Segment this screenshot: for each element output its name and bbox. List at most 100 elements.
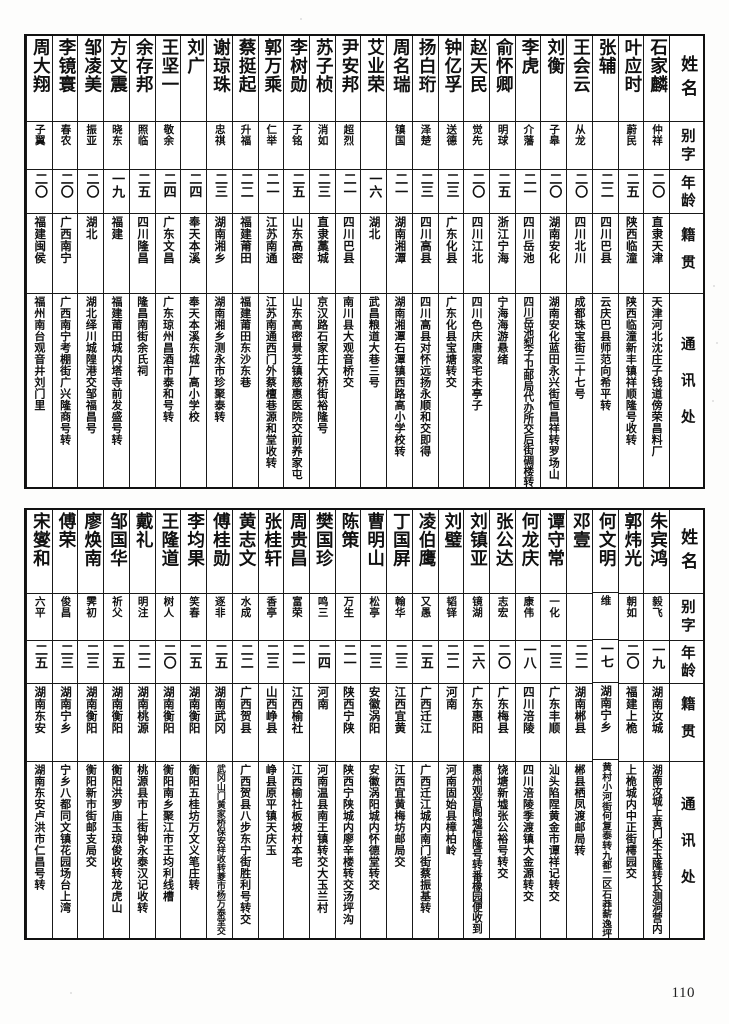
cell-text-age: 二〇 <box>572 172 588 198</box>
cell-name: 邹国华 <box>104 510 129 594</box>
cell-text-alias: 俊昌 <box>59 596 72 618</box>
row-label-text-age: 年龄 <box>678 645 695 680</box>
cell-address: 衡阳洪罗庙玉琼俊收转龙虎山 <box>104 762 129 938</box>
cell-address: 郴县栖凤渡邮局转 <box>567 762 592 938</box>
cell-name: 周贵昌 <box>284 510 309 594</box>
cell-text-origin: 山东高密 <box>290 216 305 264</box>
cell-text-address: 湖南东安卢洪市仁昌号转 <box>32 764 46 891</box>
scan-speckle <box>712 400 714 402</box>
cell-address: 宁海海游悬绪 <box>490 294 515 487</box>
row-label-text-alias: 别字 <box>678 599 695 636</box>
cell-address: 陕西临潼新丰镇祥顺隆号收转 <box>619 294 644 487</box>
cell-name: 扬白珩 <box>412 36 438 122</box>
cell-age: 二一 <box>387 170 412 214</box>
roster-entry-column: 李虎 介藩 二一 四川岳池 四川岳池梨子卫邮局代办所交后街碉楼转 <box>514 36 541 487</box>
cell-address: 京汉路石家庄大桥街裕隆号 <box>310 294 335 487</box>
cell-age: 二三 <box>309 170 335 214</box>
cell-text-age: 二一 <box>263 172 279 198</box>
cell-alias: 维 <box>592 593 618 640</box>
roster-entry-column: 凌伯鹰 又愚 二五 广西迁江 广西迁江城内南门街蔡振基转 <box>411 510 438 938</box>
cell-name: 邹凌美 <box>78 36 104 122</box>
cell-origin: 湖南宁乡 <box>592 683 618 761</box>
cell-alias: 春农 <box>52 122 78 170</box>
cell-age: 二〇 <box>78 170 104 214</box>
cell-text-address: 四川涪陵季渡镇大金源转交 <box>521 764 535 902</box>
cell-alias: 镇国 <box>387 122 412 170</box>
cell-text-name: 朱宾鸿 <box>647 512 668 568</box>
cell-text-alias: 子铭 <box>290 124 303 146</box>
roster-entry-column: 方文震 晓东 一九 福建 福建莆田城内塔寺前发盛号转 <box>103 36 129 487</box>
scan-speckle <box>300 18 302 20</box>
cell-alias: 子翼 <box>27 122 52 170</box>
roster-entry-column: 邹凌美 振亚 二〇 湖北 湖北绎川城隍港交邹福昌号 <box>77 36 104 487</box>
cell-text-name: 宋燮和 <box>30 512 51 568</box>
cell-age: 二〇 <box>567 170 592 214</box>
cell-text-alias: 晓东 <box>110 124 123 146</box>
cell-name: 丁国屏 <box>387 510 412 594</box>
cell-name: 黄志文 <box>232 510 258 594</box>
cell-text-origin: 福建上桅 <box>624 686 639 734</box>
roster-entry-column: 王坚一 敬余 二四 广东文昌 广东琼州昌酒市泰和号转 <box>154 36 181 487</box>
cell-text-address: 四川高县对怀远扬永顺和交即得 <box>418 296 432 457</box>
roster-entry-column: 王会云 从龙 二〇 四川北川 成都珠宝街三十七号 <box>566 36 592 487</box>
cell-age: 二〇 <box>27 170 52 214</box>
scan-speckle <box>70 992 72 994</box>
cell-alias: 泽楚 <box>412 122 438 170</box>
cell-text-origin: 江西榆社 <box>290 686 305 734</box>
cell-alias: 祈父 <box>104 594 129 641</box>
cell-text-alias: 松亭 <box>368 596 381 618</box>
cell-age: 二四 <box>155 170 181 214</box>
cell-text-name: 钟亿孚 <box>441 38 462 94</box>
cell-text-name: 王坚一 <box>158 38 179 94</box>
cell-name: 钟亿孚 <box>438 36 464 122</box>
cell-text-address: 广东琼州昌酒市泰和号转 <box>161 296 175 423</box>
cell-text-name: 郭万乘 <box>261 38 282 94</box>
roster-entry-column: 李均果 笑春 二五 湖南衡阳 衡阳五桂坊万文义笔庄转 <box>180 510 207 938</box>
roster-entry-column: 钟亿孚 送德 二三 广东化县 广东化县宝塘转交 <box>437 36 464 487</box>
cell-text-age: 二〇 <box>160 643 176 669</box>
roster-table-bottom: 姓名 别字 年龄 籍贯 通讯处 朱宾鸿 毅飞 一九 湖南汝城 湖南汝城上黄门朱玉隆转长测洞营内 郭炜… <box>24 508 705 940</box>
cell-address: 陕西宁陕城内廖辛楼转交汤坪沟 <box>336 762 361 938</box>
row-label-text-name: 姓名 <box>677 55 698 103</box>
cell-alias: 一化 <box>541 594 567 641</box>
cell-age: 二〇 <box>464 170 489 214</box>
cell-text-name: 周贵昌 <box>287 512 308 568</box>
cell-text-age: 二二 <box>572 643 588 669</box>
cell-text-alias: 送德 <box>445 124 458 146</box>
cell-text-address: 福建莆田东沙东巷 <box>238 296 252 388</box>
roster-entry-column: 张辅 二二 四川巴县 云庆巴县师范向希平转 <box>591 36 618 487</box>
cell-text-age: 二五 <box>134 172 150 198</box>
cell-origin: 湖南宁乡 <box>52 684 78 762</box>
cell-origin: 广东丰顺 <box>541 684 567 762</box>
cell-origin: 江苏南通 <box>258 214 284 294</box>
cell-name: 刘广 <box>181 36 207 122</box>
cell-name: 方文震 <box>104 36 129 122</box>
roster-entry-column: 郭万乘 仁举 二一 江苏南通 江苏南通西门外蔡檀巷源和堂收转 <box>257 36 284 487</box>
cell-text-alias: 介藩 <box>522 123 535 146</box>
cell-alias: 敬余 <box>155 122 181 170</box>
cell-address: 江西榆社板坡村本宅 <box>284 762 309 938</box>
cell-text-name: 张桂轩 <box>261 512 282 568</box>
cell-address: 惠州观音阁墟恒隆号转番橡园便收到 <box>464 762 489 938</box>
cell-origin: 湖南汝城 <box>644 684 669 762</box>
cell-text-alias: 树人 <box>162 596 175 618</box>
cell-text-name: 赵天民 <box>467 38 488 94</box>
cell-text-age: 二三 <box>263 643 279 669</box>
cell-origin: 湖南桃源 <box>129 684 155 762</box>
scan-speckle <box>716 342 718 344</box>
cell-text-address: 广东化县宝塘转交 <box>444 296 458 388</box>
roster-entry-column: 尹安邦 超烈 二一 四川巴县 南川县大观音桥交 <box>334 36 361 487</box>
roster-entry-column: 刘镇亚 镜湖 二六 广东惠阳 惠州观音阁墟恒隆号转番橡园便收到 <box>463 510 489 938</box>
cell-text-origin: 湖北 <box>84 216 99 240</box>
cell-address: 南川县大观音桥交 <box>336 294 361 487</box>
cell-age: 二五 <box>181 641 207 684</box>
cell-text-address: 宁海海游悬绪 <box>495 296 509 365</box>
cell-address: 广西贺县八步东宁街胜利号转交 <box>233 762 258 938</box>
cell-name: 尹安邦 <box>335 36 361 122</box>
row-label-text-alias: 别字 <box>678 127 695 165</box>
cell-text-origin: 奉天本溪 <box>187 216 202 264</box>
cell-address: 广东化县宝塘转交 <box>439 294 464 487</box>
cell-address: 广西南宁考棚街广兴隆商号转 <box>53 294 78 487</box>
cell-text-name: 尹安邦 <box>338 38 359 94</box>
